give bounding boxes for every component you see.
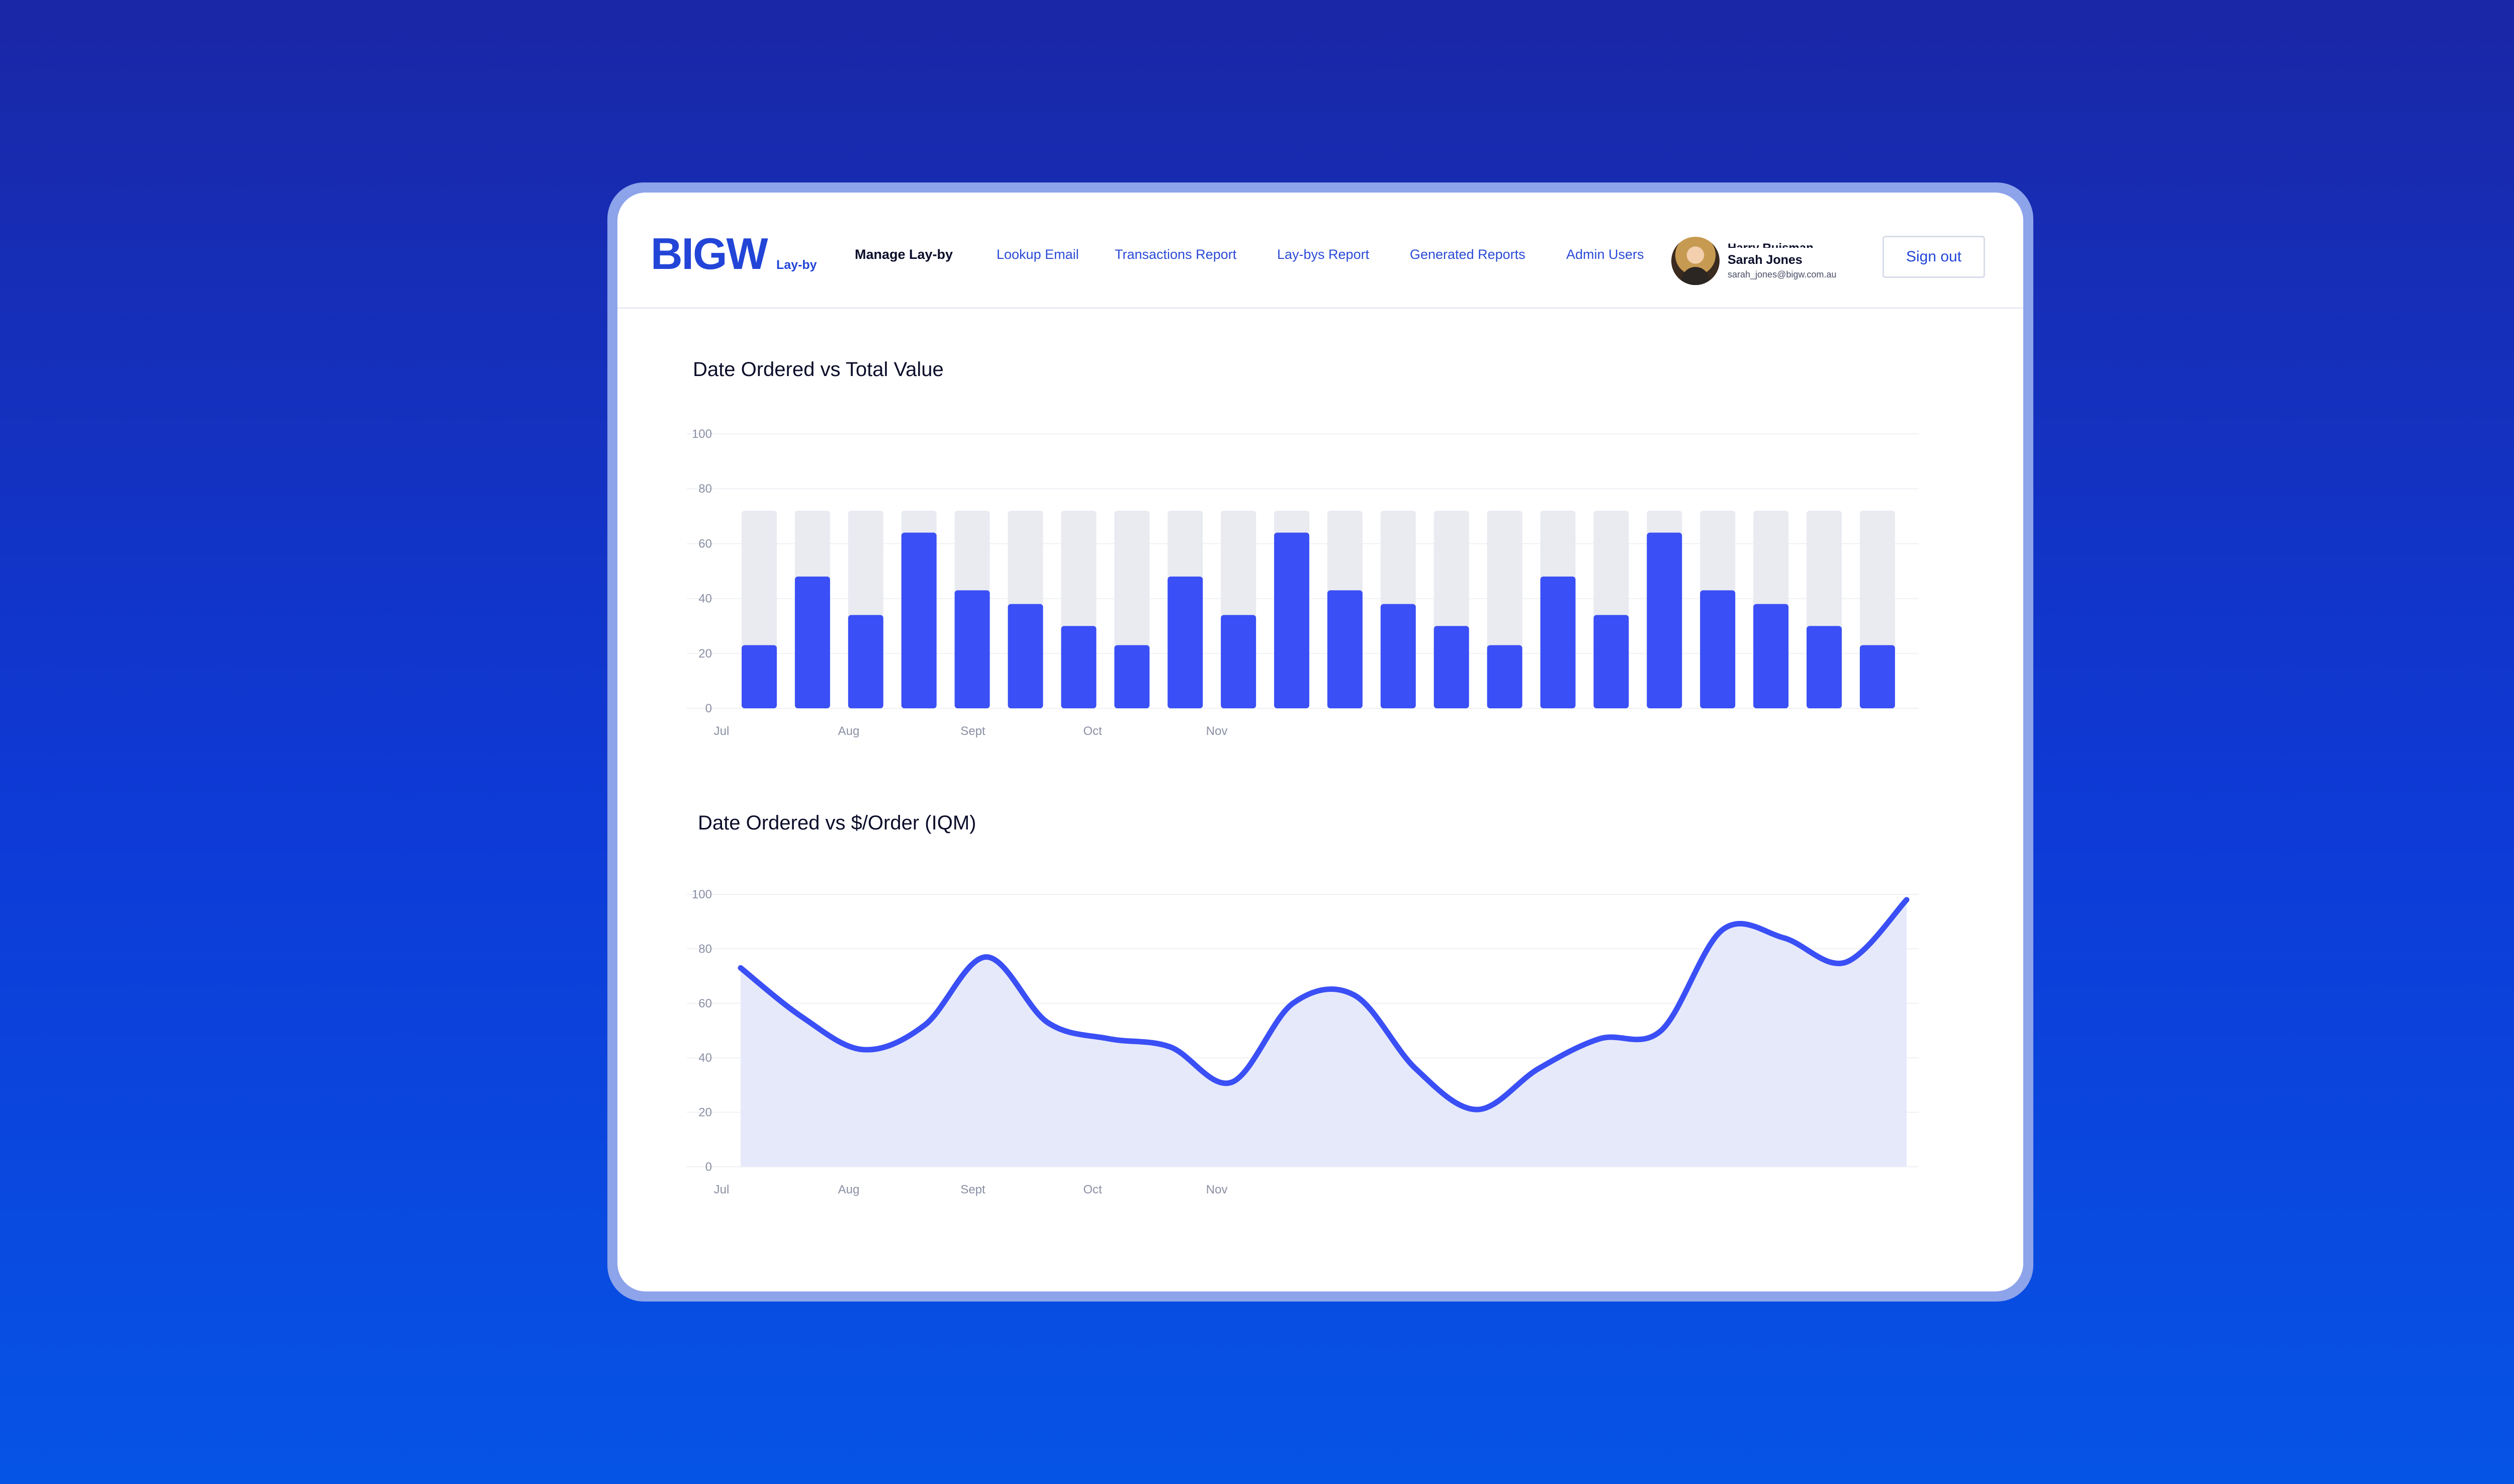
avatar[interactable] [1671,237,1720,285]
bar [1753,604,1789,708]
nav-laybys-report[interactable]: Lay-bys Report [1277,247,1370,262]
bar [1327,590,1363,708]
bar-chart-y-tick-label: 20 [698,647,712,661]
sign-out-button[interactable]: Sign out [1882,236,1985,278]
top-navigation-bar: BIGW Lay-by Manage Lay-by Lookup Email T… [617,193,2023,309]
bar-chart-y-tick-label: 60 [698,537,712,550]
bar-chart-x-tick-label: Jul [714,724,730,738]
nav-lookup-email[interactable]: Lookup Email [997,247,1079,262]
line-chart-y-tick-label: 40 [698,1051,712,1065]
nav-manage-layby[interactable]: Manage Lay-by [855,247,953,262]
nav-admin-users[interactable]: Admin Users [1566,247,1644,262]
bar-chart-x-tick-label: Sept [960,724,985,738]
charts-canvas: 020406080100JanFebMarAprJunJulAugSeptOct… [687,427,1919,1196]
bar [901,532,937,708]
bar [742,645,777,708]
bar-chart-y-tick-label: 40 [698,592,712,606]
bar [1433,626,1469,708]
bar-chart-x-tick-label: Aug [838,724,860,738]
bar-chart-y-tick-label: 0 [705,702,712,715]
line-chart-x-tick-label: Oct [1083,1183,1102,1196]
nav-transactions-report[interactable]: Transactions Report [1115,247,1237,262]
bar [1540,576,1576,708]
layby-logo-subtitle: Lay-by [776,258,817,272]
bar-chart-x-tick-label: Nov [1206,724,1228,738]
line-chart-x-tick-label: Sept [960,1183,985,1196]
bar-chart-x-tick-label: Oct [1083,724,1102,738]
area-chart-title: Date Ordered vs $/Order (IQM) [698,812,976,834]
bar [1380,604,1416,708]
line-chart-x-tick-label: Nov [1206,1183,1228,1196]
line-chart-x-tick-label: Jul [714,1183,730,1196]
user-name: Sarah Jones [1728,253,1803,267]
line-chart-y-tick-label: 20 [698,1106,712,1120]
bigw-logo[interactable]: BIGW [651,229,768,279]
bar [1700,590,1736,708]
bar [1221,615,1256,708]
secondary-user-name: Harry Ruisman [1728,241,1814,248]
bar [954,590,990,708]
line-chart-y-tick-label: 60 [698,997,712,1010]
bar [1274,532,1309,708]
line-chart-y-tick-label: 0 [705,1160,712,1174]
app-window: BIGW Lay-by Manage Lay-by Lookup Email T… [617,193,2023,1291]
bar [794,576,830,708]
bar [1487,645,1522,708]
bar [1859,645,1895,708]
bar [1114,645,1150,708]
bar-chart-y-tick-label: 80 [698,482,712,496]
line-chart-x-tick-label: Aug [838,1183,860,1196]
bar-chart-title: Date Ordered vs Total Value [693,358,944,381]
bar [848,615,883,708]
bar [1168,576,1203,708]
line-chart-y-tick-label: 100 [692,888,712,901]
line-chart-y-tick-label: 80 [698,942,712,956]
bar [1008,604,1043,708]
nav-generated-reports[interactable]: Generated Reports [1410,247,1525,262]
user-email: sarah_jones@bigw.com.au [1728,269,1837,280]
bar [1807,626,1842,708]
bar [1647,532,1682,708]
series-line [738,897,1910,1112]
area-fill [741,899,1907,1167]
bar-chart-y-tick-label: 100 [692,427,712,441]
bar [1061,626,1097,708]
bar [1593,615,1629,708]
